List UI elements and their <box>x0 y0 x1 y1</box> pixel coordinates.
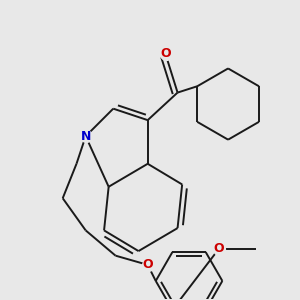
Text: N: N <box>80 130 91 143</box>
Text: O: O <box>142 258 153 272</box>
Text: O: O <box>161 47 171 60</box>
Text: O: O <box>214 242 224 255</box>
